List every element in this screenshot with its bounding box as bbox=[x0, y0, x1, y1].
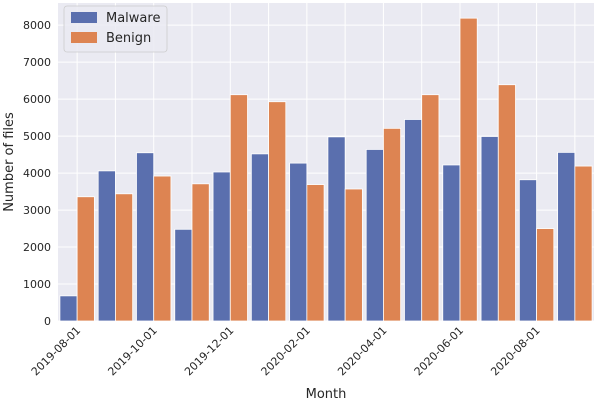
bar-benign-2020-05-01 bbox=[421, 94, 440, 322]
y-tick-label: 8000 bbox=[23, 19, 51, 32]
bar-malware-2020-05-01 bbox=[404, 119, 423, 322]
bars bbox=[59, 17, 593, 322]
bar-malware-2019-12-01 bbox=[212, 171, 231, 322]
bar-benign-2020-07-01 bbox=[497, 84, 516, 322]
x-tick-label: 2020-06-01 bbox=[412, 324, 466, 378]
bar-benign-2020-04-01 bbox=[383, 127, 402, 322]
legend-swatch-malware bbox=[71, 12, 97, 23]
y-tick-label: 5000 bbox=[23, 130, 51, 143]
bar-malware-2019-09-01 bbox=[97, 170, 116, 322]
legend: Malware Benign bbox=[63, 5, 168, 53]
x-tick-label: 2020-04-01 bbox=[335, 324, 389, 378]
bar-malware-2020-08-01 bbox=[518, 179, 537, 322]
bar-malware-2019-11-01 bbox=[174, 228, 193, 322]
y-axis-title: Number of files bbox=[2, 112, 17, 212]
bar-malware-2019-10-01 bbox=[136, 152, 155, 322]
bar-malware-2020-02-01 bbox=[289, 162, 308, 322]
y-tick-labels: 0 1000 2000 3000 4000 5000 6000 7000 8000 bbox=[23, 19, 51, 328]
x-tick-label: 2019-08-01 bbox=[29, 324, 83, 378]
y-tick-label: 3000 bbox=[23, 204, 51, 217]
bar-benign-2020-02-01 bbox=[306, 184, 325, 322]
x-tick-label: 2020-08-01 bbox=[488, 324, 542, 378]
bar-malware-2019-08-01 bbox=[59, 295, 78, 322]
bar-benign-2019-12-01 bbox=[229, 94, 248, 322]
legend-label-benign: Benign bbox=[106, 31, 151, 46]
y-tick-label: 2000 bbox=[23, 241, 51, 254]
x-tick-label: 2020-02-01 bbox=[259, 324, 313, 378]
bar-benign-2019-11-01 bbox=[191, 183, 210, 322]
y-tick-label: 4000 bbox=[23, 167, 51, 180]
y-tick-label: 1000 bbox=[23, 278, 51, 291]
bar-malware-2020-06-01 bbox=[442, 164, 461, 322]
bar-benign-2020-01-01 bbox=[268, 101, 287, 322]
bar-malware-2020-03-01 bbox=[327, 136, 346, 322]
bar-benign-2020-09-01 bbox=[574, 165, 593, 322]
legend-label-malware: Malware bbox=[106, 11, 160, 26]
bar-benign-2020-08-01 bbox=[536, 228, 555, 322]
legend-swatch-benign bbox=[71, 32, 97, 43]
x-tick-label: 2019-12-01 bbox=[182, 324, 236, 378]
x-tick-label: 2019-10-01 bbox=[105, 324, 159, 378]
x-tick-labels: 2019-08-01 2019-10-01 2019-12-01 2020-02-01… bbox=[29, 324, 543, 378]
y-tick-label: 6000 bbox=[23, 93, 51, 106]
bar-malware-2020-07-01 bbox=[480, 136, 499, 322]
bar-benign-2019-09-01 bbox=[115, 193, 134, 322]
bar-malware-2020-04-01 bbox=[365, 149, 384, 322]
bar-benign-2020-06-01 bbox=[459, 17, 478, 322]
bar-benign-2020-03-01 bbox=[344, 188, 363, 322]
bar-malware-2020-09-01 bbox=[557, 151, 576, 322]
bar-malware-2020-01-01 bbox=[250, 153, 269, 322]
y-tick-label: 0 bbox=[44, 315, 51, 328]
bar-benign-2019-08-01 bbox=[76, 196, 95, 322]
bar-benign-2019-10-01 bbox=[153, 175, 172, 322]
x-axis-title: Month bbox=[306, 387, 347, 400]
y-tick-label: 7000 bbox=[23, 56, 51, 69]
